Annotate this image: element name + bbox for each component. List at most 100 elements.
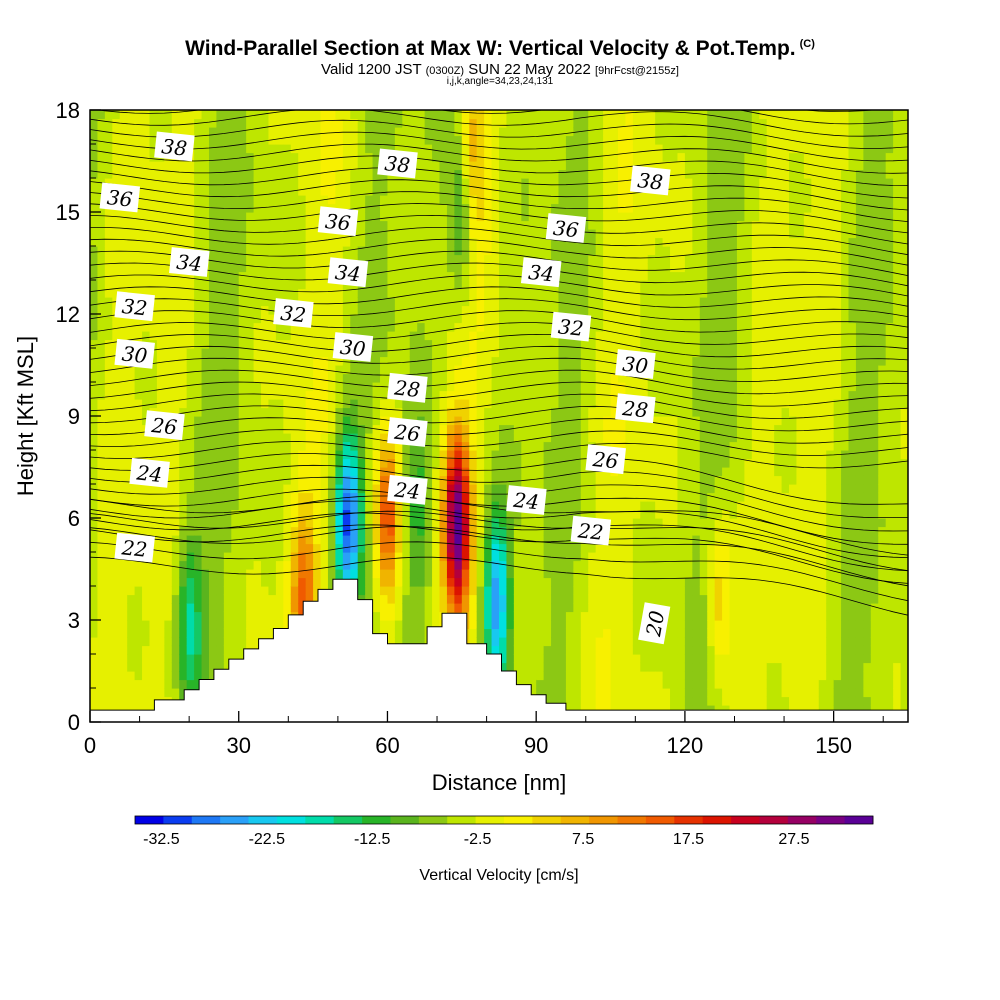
heatmap-cell xyxy=(268,467,277,477)
heatmap-cell xyxy=(521,118,530,128)
heatmap-cell xyxy=(588,705,597,715)
heatmap-cell xyxy=(513,127,522,137)
heatmap-cell xyxy=(580,458,589,468)
heatmap-cell xyxy=(97,331,106,341)
heatmap-cell xyxy=(223,144,232,154)
heatmap-cell xyxy=(335,237,344,247)
heatmap-cell xyxy=(595,288,604,298)
heatmap-cell xyxy=(194,365,203,375)
heatmap-cell xyxy=(499,212,508,222)
heatmap-cell xyxy=(164,441,173,451)
heatmap-cell xyxy=(208,169,218,179)
heatmap-cell xyxy=(439,212,448,222)
heatmap-cell xyxy=(104,611,113,621)
heatmap-cell xyxy=(208,382,218,392)
heatmap-cell xyxy=(439,144,448,154)
heatmap-cell xyxy=(156,365,165,375)
heatmap-cell xyxy=(201,356,210,366)
heatmap-cell xyxy=(476,424,485,434)
heatmap-cell xyxy=(469,492,478,502)
heatmap-cell xyxy=(402,305,411,315)
heatmap-cell xyxy=(156,314,165,324)
heatmap-cell xyxy=(305,152,314,162)
heatmap-cell xyxy=(208,348,218,358)
heatmap-cell xyxy=(580,169,589,179)
heatmap-cell xyxy=(499,237,508,247)
heatmap-cell xyxy=(380,484,389,494)
heatmap-cell xyxy=(350,288,359,298)
heatmap-cell xyxy=(595,492,604,502)
heatmap-cell xyxy=(171,611,180,621)
heatmap-cell xyxy=(127,212,136,222)
heatmap-cell xyxy=(476,305,485,315)
heatmap-cell xyxy=(454,288,463,298)
heatmap-cell xyxy=(231,382,240,392)
heatmap-cell xyxy=(580,246,589,256)
heatmap-cell xyxy=(558,339,567,349)
heatmap-cell xyxy=(446,263,455,273)
heatmap-cell xyxy=(261,577,270,587)
heatmap-cell xyxy=(342,518,351,528)
heatmap-cell xyxy=(595,688,604,698)
heatmap-cell xyxy=(439,118,448,128)
heatmap-cell xyxy=(350,560,359,570)
heatmap-cell xyxy=(119,382,128,392)
heatmap-cell xyxy=(171,518,180,528)
heatmap-cell xyxy=(305,492,314,502)
heatmap-cell xyxy=(298,467,307,477)
heatmap-cell xyxy=(231,416,240,426)
heatmap-cell xyxy=(268,433,277,443)
heatmap-cell xyxy=(112,679,121,689)
heatmap-cell xyxy=(595,586,604,596)
heatmap-cell xyxy=(357,552,366,562)
heatmap-cell xyxy=(238,654,247,664)
heatmap-cell xyxy=(394,339,403,349)
heatmap-cell xyxy=(97,705,106,715)
heatmap-cell xyxy=(543,169,552,179)
heatmap-cell xyxy=(194,450,203,460)
heatmap-cell xyxy=(283,152,292,162)
heatmap-cell xyxy=(573,688,582,698)
heatmap-cell xyxy=(528,365,537,375)
heatmap-cell xyxy=(223,560,232,570)
heatmap-cell xyxy=(372,271,381,281)
heatmap-cell xyxy=(268,220,277,230)
heatmap-cell xyxy=(543,331,552,341)
heatmap-cell xyxy=(90,484,99,494)
heatmap-cell xyxy=(424,186,433,196)
heatmap-cell xyxy=(528,127,537,137)
heatmap-cell xyxy=(134,169,143,179)
heatmap-cell xyxy=(313,161,322,171)
heatmap-cell xyxy=(588,501,597,511)
heatmap-cell xyxy=(208,424,218,434)
heatmap-cell xyxy=(402,526,411,536)
heatmap-cell xyxy=(142,263,151,273)
heatmap-cell xyxy=(409,322,418,332)
heatmap-cell xyxy=(409,399,418,409)
heatmap-cell xyxy=(350,552,359,562)
heatmap-cell xyxy=(491,407,500,417)
heatmap-cell xyxy=(268,178,277,188)
heatmap-cell xyxy=(283,348,292,358)
heatmap-cell xyxy=(454,501,463,511)
heatmap-cell xyxy=(298,280,307,290)
heatmap-cell xyxy=(491,195,500,205)
heatmap-cell xyxy=(268,382,277,392)
heatmap-cell xyxy=(365,237,374,247)
heatmap-cell xyxy=(588,127,597,137)
heatmap-cell xyxy=(231,492,240,502)
heatmap-cell xyxy=(461,433,470,443)
heatmap-cell xyxy=(528,645,537,655)
heatmap-cell xyxy=(372,212,381,222)
heatmap-cell xyxy=(342,441,351,451)
heatmap-cell xyxy=(127,671,136,681)
heatmap-cell xyxy=(298,399,307,409)
heatmap-cell xyxy=(417,237,426,247)
heatmap-cell xyxy=(97,535,106,545)
heatmap-cell xyxy=(223,246,232,256)
heatmap-cell xyxy=(335,569,344,579)
heatmap-cell xyxy=(216,662,225,672)
heatmap-cell xyxy=(461,144,470,154)
heatmap-cell xyxy=(528,186,537,196)
heatmap-cell xyxy=(142,628,151,638)
